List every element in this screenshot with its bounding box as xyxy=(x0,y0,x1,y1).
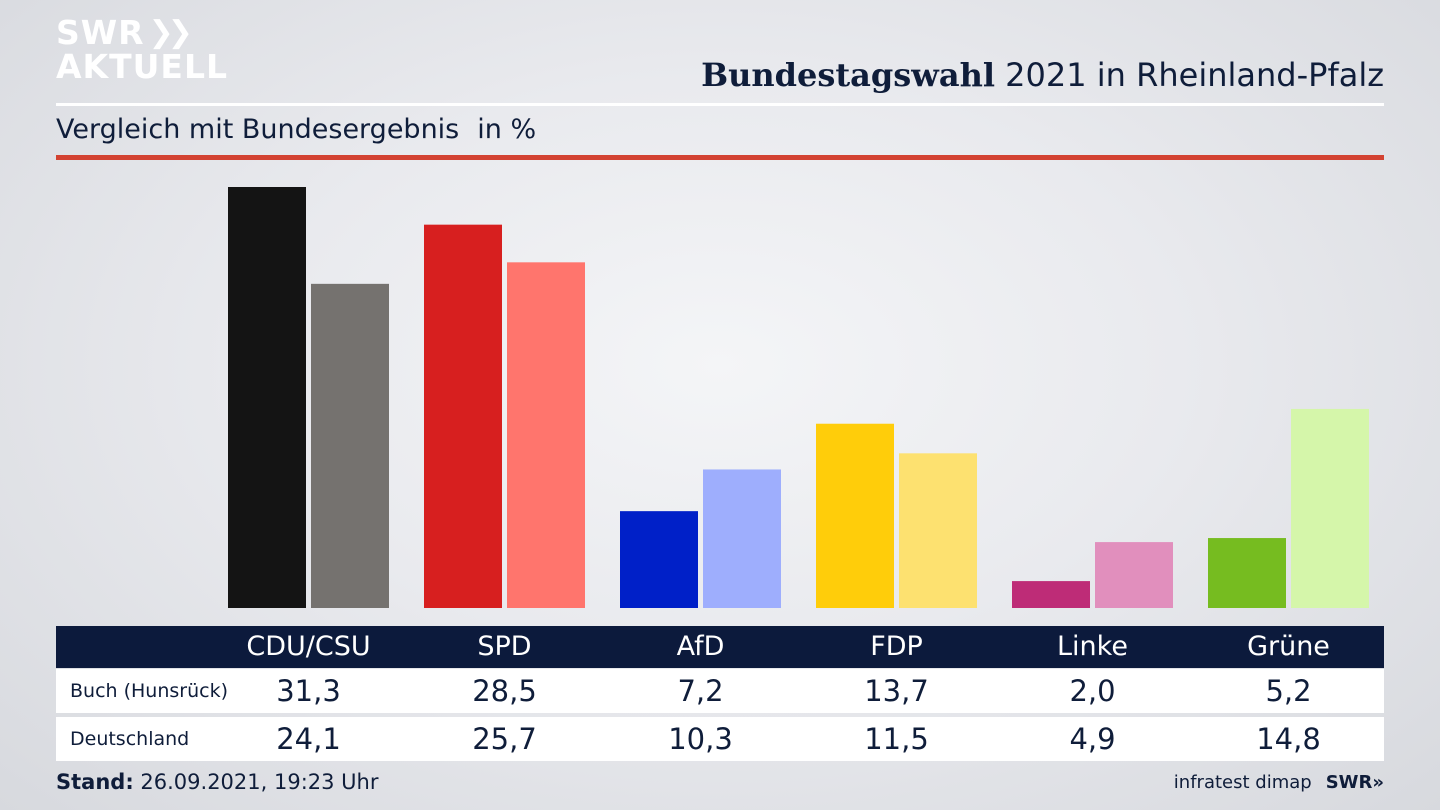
subtitle-unit: in % xyxy=(477,114,537,145)
chart-subtitle: Vergleich mit Bundesergebnis in % xyxy=(56,114,536,145)
party-label-linke: Linke xyxy=(1057,631,1128,662)
value-afd-buch-hunsr-ck-: 7,2 xyxy=(677,674,724,708)
bar-linke-deutschland xyxy=(1095,542,1173,608)
row-label-buch: Buch (Hunsrück) xyxy=(70,680,229,702)
swr-brand-logo: SWR» xyxy=(1325,772,1384,793)
bar-cdu-csu-deutschland xyxy=(311,283,389,608)
stand-value: 26.09.2021, 19:23 Uhr xyxy=(133,770,379,794)
value-linke-deutschland: 4,9 xyxy=(1069,722,1116,756)
value-fdp-buch-hunsr-ck-: 13,7 xyxy=(864,674,929,708)
value-gr-ne-buch-hunsr-ck-: 5,2 xyxy=(1265,674,1312,708)
title-bold: Bundestagswahl xyxy=(701,56,995,94)
logo-text-aktuell: AKTUELL xyxy=(56,47,229,86)
divider-white xyxy=(56,103,1384,106)
stand-label: Stand: xyxy=(56,770,134,794)
bar-gr-ne-deutschland xyxy=(1291,408,1369,608)
value-spd-deutschland: 25,7 xyxy=(472,722,537,756)
source-credit: infratest dimap SWR» xyxy=(1174,772,1384,793)
bar-fdp-deutschland xyxy=(899,453,977,608)
bar-spd-deutschland xyxy=(507,262,585,608)
value-linke-buch-hunsr-ck-: 2,0 xyxy=(1069,674,1116,708)
party-label-afd: AfD xyxy=(676,631,725,662)
value-gr-ne-deutschland: 14,8 xyxy=(1256,722,1321,756)
bar-spd-buch-hunsr-ck- xyxy=(424,224,502,608)
bar-cdu-csu-buch-hunsr-ck- xyxy=(228,187,306,608)
table-row-deutschland: Deutschland 24,1 25,7 10,3 11,5 4,9 14,8 xyxy=(56,717,1384,761)
party-label-cdu-csu: CDU/CSU xyxy=(246,631,371,662)
value-cdu-csu-deutschland: 24,1 xyxy=(276,722,341,756)
bar-afd-deutschland xyxy=(703,469,781,608)
bar-gr-ne-buch-hunsr-ck- xyxy=(1208,538,1286,608)
value-fdp-deutschland: 11,5 xyxy=(864,722,929,756)
table-row-buch: Buch (Hunsrück) 31,3 28,5 7,2 13,7 2,0 5,2 xyxy=(56,669,1384,713)
row-label-deutschland: Deutschland xyxy=(70,728,190,750)
value-spd-buch-hunsr-ck-: 28,5 xyxy=(472,674,537,708)
value-cdu-csu-buch-hunsr-ck-: 31,3 xyxy=(276,674,341,708)
logo-chevron-icon: ❯❯ xyxy=(148,15,193,50)
party-label-gr-ne: Grüne xyxy=(1247,631,1330,662)
swr-aktuell-logo: SWR ❯❯ AKTUELL xyxy=(56,16,228,84)
logo-text-swr: SWR xyxy=(56,13,145,52)
value-afd-deutschland: 10,3 xyxy=(668,722,733,756)
bar-linke-buch-hunsr-ck- xyxy=(1012,581,1090,608)
bar-fdp-buch-hunsr-ck- xyxy=(816,423,894,608)
bar-afd-buch-hunsr-ck- xyxy=(620,511,698,608)
subtitle-text: Vergleich mit Bundesergebnis xyxy=(56,114,460,145)
party-label-spd: SPD xyxy=(477,631,532,662)
party-label-fdp: FDP xyxy=(870,631,923,662)
title-rest: 2021 in Rheinland-Pfalz xyxy=(995,56,1384,94)
timestamp: Stand: 26.09.2021, 19:23 Uhr xyxy=(56,770,379,794)
page-title: Bundestagswahl 2021 in Rheinland-Pfalz xyxy=(701,56,1384,94)
divider-red xyxy=(56,155,1384,160)
party-header-row: CDU/CSU SPD AfD FDP Linke Grüne xyxy=(56,626,1384,668)
source-text: infratest dimap xyxy=(1173,772,1312,793)
